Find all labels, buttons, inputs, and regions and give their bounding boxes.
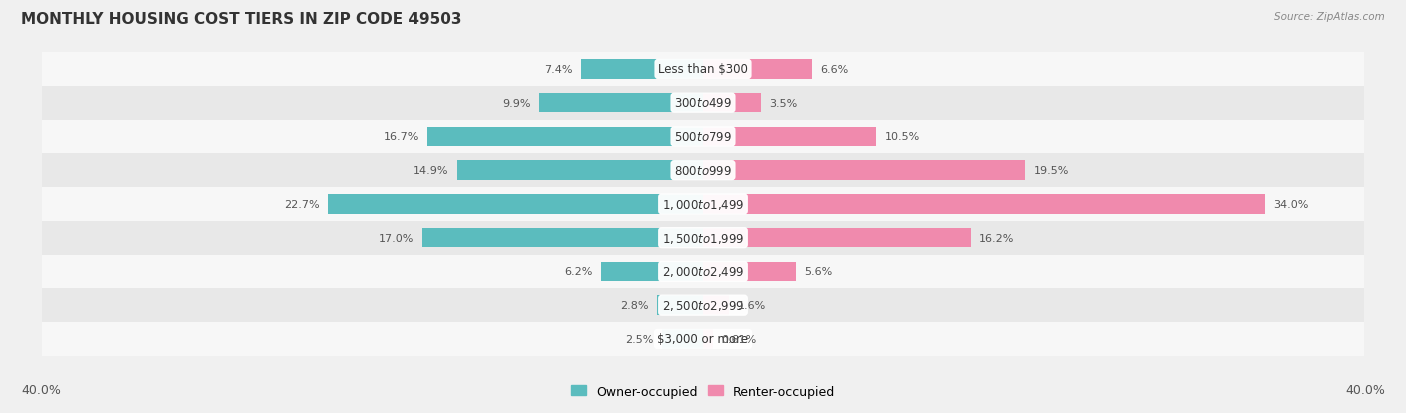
Text: 6.2%: 6.2% [564,267,592,277]
Text: 9.9%: 9.9% [503,98,531,109]
Bar [42,87,1364,120]
Bar [42,221,1364,255]
Text: 2.5%: 2.5% [626,334,654,344]
Text: $1,500 to $1,999: $1,500 to $1,999 [662,231,744,245]
Text: 40.0%: 40.0% [1346,384,1385,396]
Text: 0.61%: 0.61% [721,334,756,344]
Text: 2.8%: 2.8% [620,300,648,311]
Bar [581,60,703,80]
Text: 17.0%: 17.0% [378,233,413,243]
Text: 22.7%: 22.7% [284,199,319,209]
Bar [703,94,761,113]
Bar [703,228,970,248]
Text: 16.7%: 16.7% [384,132,419,142]
Bar [422,228,703,248]
Bar [42,322,1364,356]
Text: 10.5%: 10.5% [884,132,920,142]
Bar [42,289,1364,322]
Text: 40.0%: 40.0% [21,384,60,396]
Bar [328,195,703,214]
Text: 19.5%: 19.5% [1033,166,1069,176]
Bar [457,161,703,180]
Bar [42,120,1364,154]
Text: $500 to $799: $500 to $799 [673,131,733,144]
Bar [703,60,813,80]
Bar [427,127,703,147]
Text: $300 to $499: $300 to $499 [673,97,733,110]
Bar [703,161,1025,180]
Text: 1.6%: 1.6% [738,300,766,311]
Text: $2,500 to $2,999: $2,500 to $2,999 [662,299,744,312]
Bar [42,154,1364,188]
Text: Source: ZipAtlas.com: Source: ZipAtlas.com [1274,12,1385,22]
Bar [703,329,713,349]
Bar [42,255,1364,289]
Text: 3.5%: 3.5% [769,98,797,109]
Text: 6.6%: 6.6% [820,65,849,75]
Text: $2,000 to $2,499: $2,000 to $2,499 [662,265,744,279]
Bar [540,94,703,113]
Bar [600,262,703,282]
Bar [703,127,876,147]
Text: Less than $300: Less than $300 [658,63,748,76]
Text: 16.2%: 16.2% [979,233,1014,243]
Bar [703,262,796,282]
Text: MONTHLY HOUSING COST TIERS IN ZIP CODE 49503: MONTHLY HOUSING COST TIERS IN ZIP CODE 4… [21,12,461,27]
Text: $3,000 or more: $3,000 or more [658,332,748,346]
Text: $800 to $999: $800 to $999 [673,164,733,177]
Bar [662,329,703,349]
Legend: Owner-occupied, Renter-occupied: Owner-occupied, Renter-occupied [567,380,839,403]
Text: 34.0%: 34.0% [1272,199,1309,209]
Bar [42,53,1364,87]
Bar [657,296,703,315]
Bar [703,296,730,315]
Text: 14.9%: 14.9% [413,166,449,176]
Text: $1,000 to $1,499: $1,000 to $1,499 [662,197,744,211]
Bar [42,188,1364,221]
Bar [703,195,1264,214]
Text: 5.6%: 5.6% [804,267,832,277]
Text: 7.4%: 7.4% [544,65,572,75]
